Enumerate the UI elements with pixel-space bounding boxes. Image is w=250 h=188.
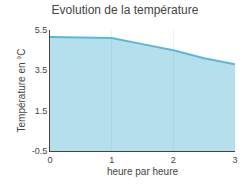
- svg-text:2: 2: [171, 155, 176, 165]
- svg-text:Température en °C: Température en °C: [16, 48, 27, 132]
- svg-text:-0.5: -0.5: [32, 146, 48, 156]
- svg-text:0: 0: [47, 155, 52, 165]
- svg-text:Evolution de la température: Evolution de la température: [52, 3, 199, 17]
- svg-text:3: 3: [232, 155, 237, 165]
- svg-text:heure par heure: heure par heure: [107, 166, 179, 177]
- svg-text:1.5: 1.5: [35, 106, 48, 116]
- svg-text:5.5: 5.5: [35, 25, 48, 35]
- svg-text:3.5: 3.5: [35, 65, 48, 75]
- svg-text:1: 1: [109, 155, 114, 165]
